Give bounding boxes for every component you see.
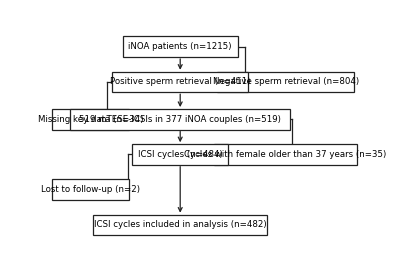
FancyBboxPatch shape: [93, 215, 267, 235]
Text: iNOA patients (n=1215): iNOA patients (n=1215): [128, 42, 232, 51]
Text: Positive sperm retrieval (n=411): Positive sperm retrieval (n=411): [110, 77, 250, 87]
FancyBboxPatch shape: [132, 144, 228, 165]
Text: ICSI cycles (n=484): ICSI cycles (n=484): [138, 150, 222, 159]
FancyBboxPatch shape: [123, 36, 238, 57]
Text: Negative sperm retrieval (n=804): Negative sperm retrieval (n=804): [212, 77, 359, 87]
FancyBboxPatch shape: [52, 109, 129, 130]
FancyBboxPatch shape: [218, 72, 354, 92]
FancyBboxPatch shape: [70, 109, 290, 130]
FancyBboxPatch shape: [214, 144, 357, 165]
Text: Cycles with female older than 37 years (n=35): Cycles with female older than 37 years (…: [184, 150, 387, 159]
FancyBboxPatch shape: [112, 72, 248, 92]
Text: ICSI cycles included in analysis (n=482): ICSI cycles included in analysis (n=482): [94, 220, 266, 229]
Text: 519 mTESE-ICSIs in 377 iNOA couples (n=519): 519 mTESE-ICSIs in 377 iNOA couples (n=5…: [79, 115, 281, 124]
Text: Missing key data (n=34): Missing key data (n=34): [38, 115, 143, 124]
FancyBboxPatch shape: [52, 179, 129, 200]
Text: Lost to follow-up (n=2): Lost to follow-up (n=2): [41, 185, 140, 194]
